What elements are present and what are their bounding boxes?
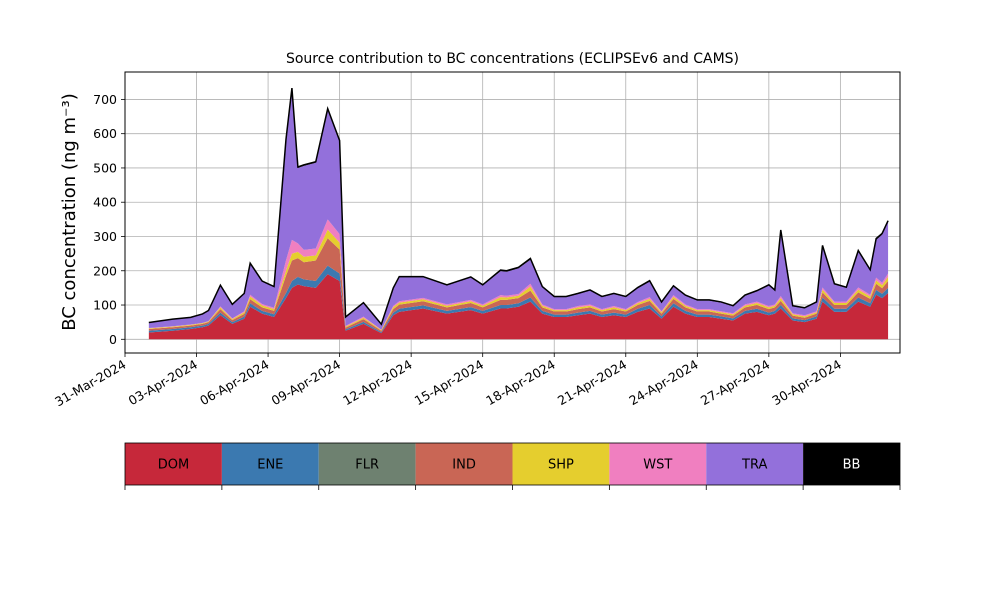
legend-swatch-tra — [706, 443, 804, 485]
plot-frame — [124, 71, 901, 354]
x-tick-label: 12-Apr-2024 — [340, 357, 414, 409]
legend-swatch-shp — [512, 443, 610, 485]
stacked-areas — [148, 88, 889, 340]
x-tick-label: 31-Mar-2024 — [52, 357, 128, 410]
legend-label-ene: ENE — [257, 458, 283, 473]
y-tick-label: 0 — [109, 332, 117, 347]
x-tick-label: 15-Apr-2024 — [412, 357, 486, 409]
y-tick-label: 300 — [93, 229, 117, 244]
x-tick-label: 06-Apr-2024 — [197, 357, 271, 409]
y-tick-label: 400 — [93, 195, 117, 210]
legend-label-ind: IND — [452, 458, 476, 473]
legend: DOM ENE FLR IND SHP WST TRA BB — [124, 442, 901, 490]
x-tick-label: 21-Apr-2024 — [555, 357, 629, 409]
area-ind — [148, 238, 889, 333]
axes: 0 100 200 300 400 500 600 700 31-Mar-202403-Apr-… — [52, 71, 901, 410]
y-tick-label: 700 — [93, 92, 117, 107]
x-tick-label: 30-Apr-2024 — [769, 357, 843, 409]
legend-label-wst: WST — [643, 458, 672, 473]
x-tick-label: 03-Apr-2024 — [126, 357, 200, 409]
y-tick-label: 500 — [93, 160, 117, 175]
legend-label-bb: BB — [843, 458, 861, 473]
legend-swatch-ind — [415, 443, 513, 485]
x-tick-label: 18-Apr-2024 — [483, 357, 557, 409]
y-axis-label: BC concentration (ng m⁻³) — [59, 93, 80, 331]
x-tick-label: 09-Apr-2024 — [269, 357, 343, 409]
y-tick-label: 200 — [93, 263, 117, 278]
y-tick-label: 100 — [93, 298, 117, 313]
legend-swatch-bb — [803, 443, 900, 485]
chart-title: Source contribution to BC concentrations… — [286, 51, 739, 67]
legend-swatch-wst — [609, 443, 707, 485]
total-line — [148, 88, 889, 326]
legend-frame — [124, 442, 901, 486]
x-tick-label: 27-Apr-2024 — [698, 357, 772, 409]
legend-swatch-ene — [221, 443, 319, 485]
legend-swatch-flr — [318, 443, 416, 485]
legend-label-tra: TRA — [741, 458, 767, 473]
y-tick-label: 600 — [93, 126, 117, 141]
legend-swatch-dom — [125, 443, 222, 485]
area-ene — [148, 265, 889, 334]
legend-label-dom: DOM — [158, 458, 189, 473]
area-tra — [148, 89, 889, 330]
legend-label-shp: SHP — [548, 458, 574, 473]
x-tick-label: 24-Apr-2024 — [626, 357, 700, 409]
legend-label-flr: FLR — [355, 458, 379, 473]
